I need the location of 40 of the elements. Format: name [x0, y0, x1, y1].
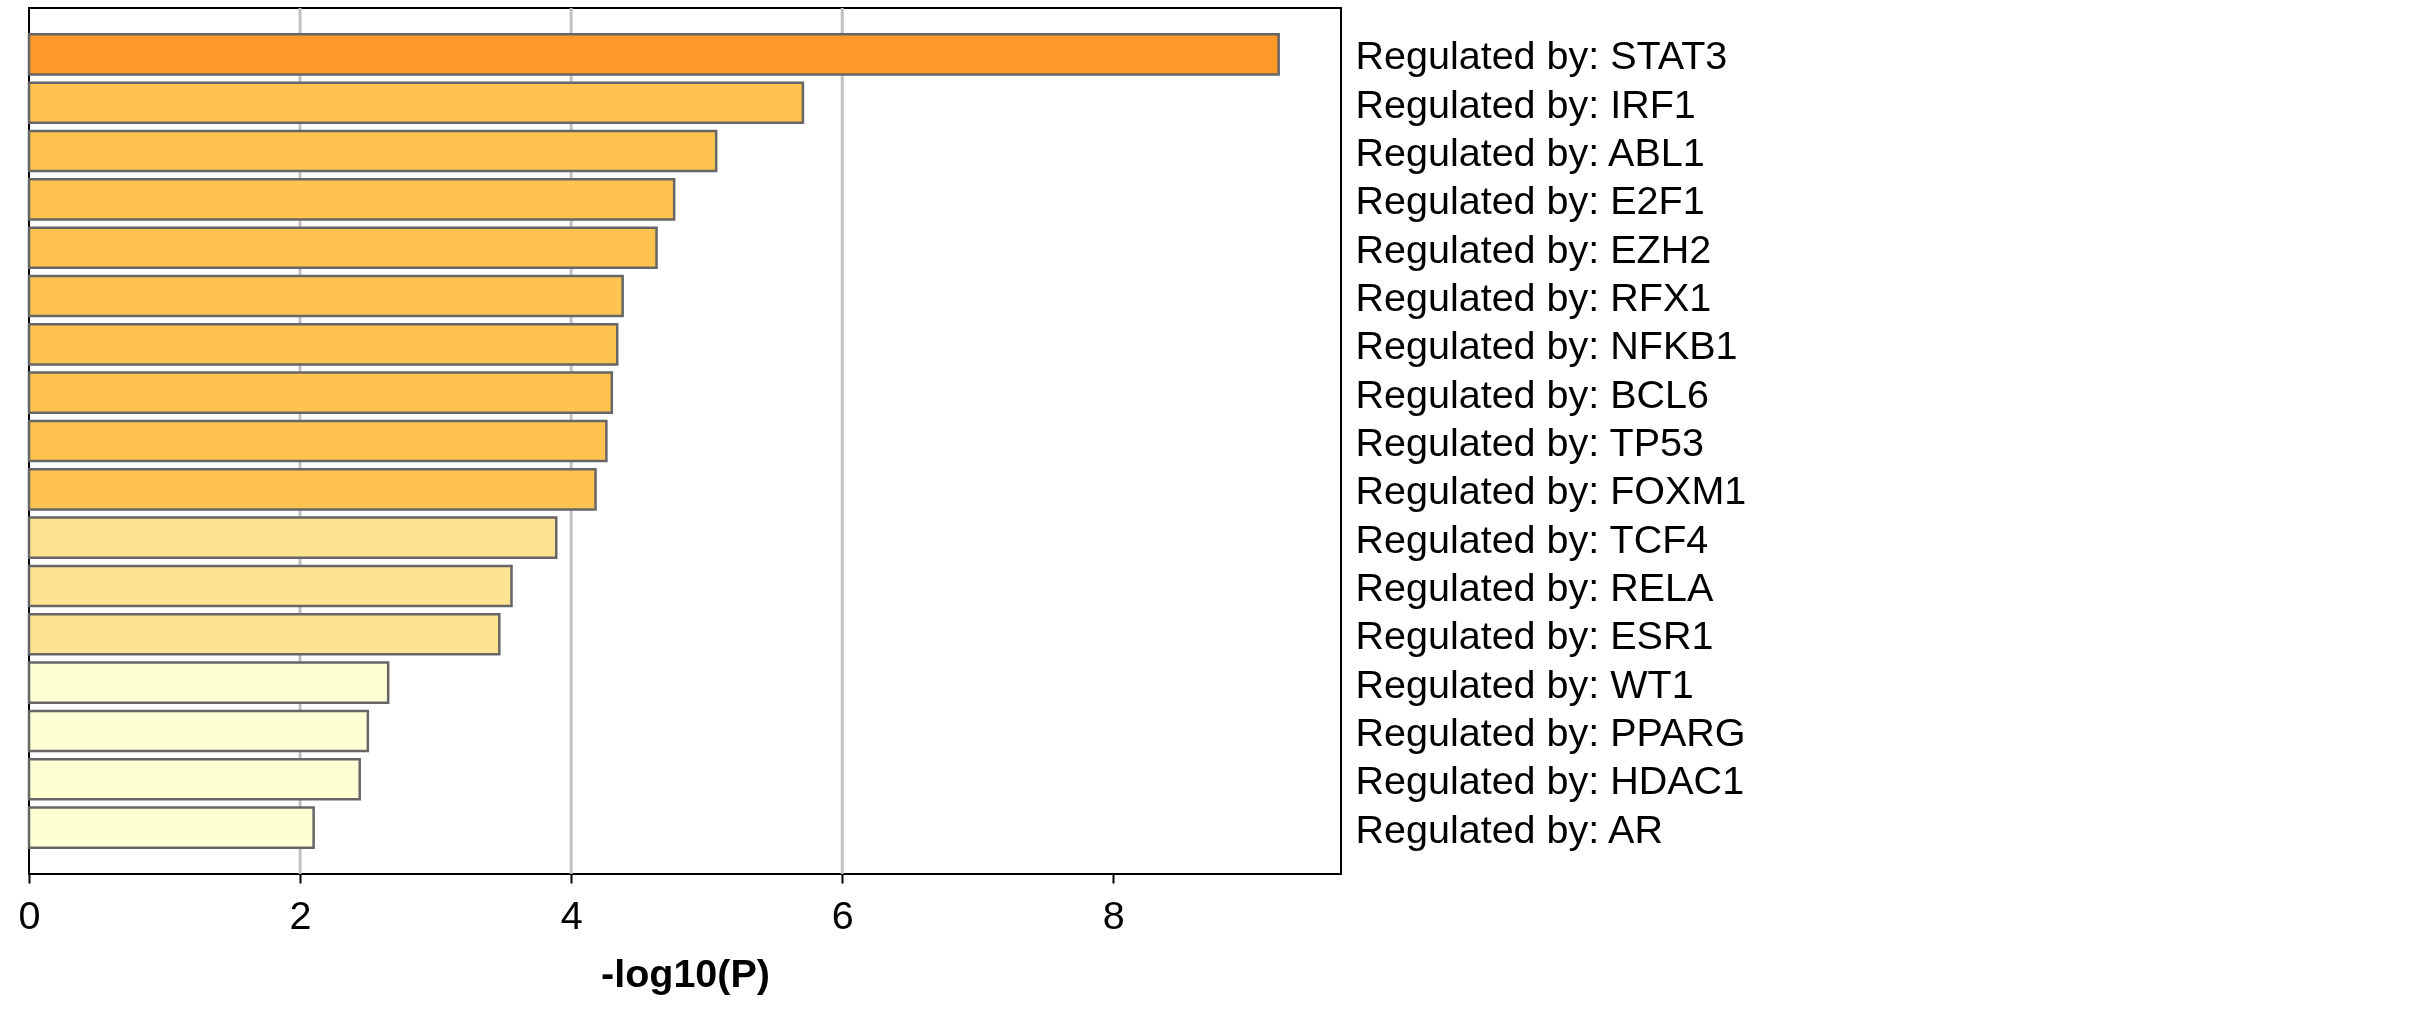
bar	[27, 226, 658, 269]
x-tick-label: 2	[289, 892, 312, 937]
bar	[27, 323, 619, 366]
y-tick-label: Regulated by: RELA	[1355, 564, 1715, 609]
bar	[27, 33, 1280, 76]
bar	[27, 613, 501, 656]
y-tick-label: Regulated by: PPARG	[1355, 709, 1746, 754]
bar	[27, 274, 624, 318]
bar	[27, 709, 370, 753]
bar	[27, 564, 513, 608]
bar	[27, 81, 805, 125]
y-tick-label: Regulated by: TP53	[1355, 420, 1704, 464]
bar	[27, 468, 597, 511]
x-tick-label: 0	[18, 892, 41, 937]
bar	[27, 757, 361, 801]
y-tick-label: Regulated by: WT1	[1355, 661, 1694, 706]
y-tick-label: Regulated by: TCF4	[1355, 516, 1709, 561]
bar	[27, 371, 614, 414]
y-tick-label: Regulated by: BCL6	[1355, 371, 1710, 416]
bar	[27, 661, 390, 704]
y-tick-label: Regulated by: HDAC1	[1355, 758, 1745, 803]
x-tick-label: 8	[1102, 892, 1125, 937]
y-tick-label: Regulated by: FOXM1	[1355, 468, 1747, 513]
bar	[27, 178, 676, 221]
y-tick-label: Regulated by: RFX1	[1355, 275, 1712, 320]
bar	[27, 129, 718, 173]
bar	[27, 419, 608, 463]
y-tick-label: Regulated by: E2F1	[1355, 178, 1705, 223]
y-tick-label: Regulated by: NFKB1	[1355, 323, 1738, 368]
bar	[27, 516, 558, 559]
y-tick-label: Regulated by: IRF1	[1355, 81, 1696, 126]
y-tick-label: Regulated by: EZH2	[1355, 226, 1712, 271]
y-tick-label: Regulated by: AR	[1355, 806, 1663, 851]
bar	[27, 806, 315, 849]
y-tick-label: Regulated by: STAT3	[1355, 33, 1728, 78]
y-tick-label: Regulated by: ABL1	[1355, 130, 1705, 175]
x-axis-title: -log10(P)	[601, 951, 770, 995]
x-tick-label: 6	[831, 892, 854, 937]
x-tick-label: 4	[560, 892, 583, 937]
y-tick-label: Regulated by: ESR1	[1355, 613, 1714, 658]
